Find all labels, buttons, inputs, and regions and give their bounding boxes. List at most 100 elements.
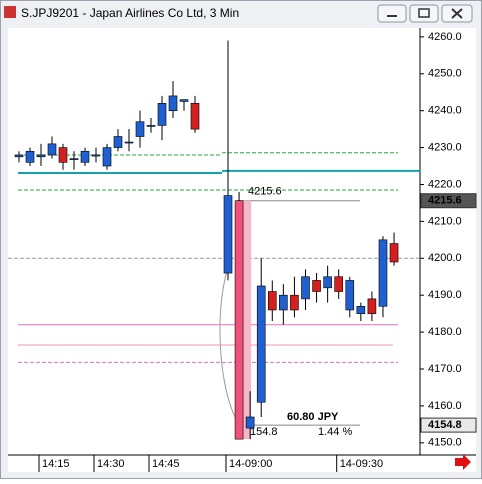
candle-body bbox=[279, 294, 288, 311]
candle bbox=[334, 269, 344, 299]
candle-body bbox=[135, 121, 145, 137]
candle bbox=[135, 110, 145, 148]
candle-body bbox=[290, 294, 299, 311]
scroll-arrow[interactable] bbox=[455, 454, 471, 470]
candle bbox=[14, 151, 24, 163]
candle bbox=[367, 291, 377, 322]
candle bbox=[179, 99, 189, 111]
candle bbox=[312, 273, 321, 303]
x-tick-label: 14:30 bbox=[97, 458, 125, 470]
restore-icon bbox=[418, 8, 430, 18]
candle bbox=[301, 269, 310, 310]
candle bbox=[267, 280, 277, 322]
candle-body bbox=[345, 280, 355, 311]
candle-body bbox=[356, 305, 366, 314]
window-title: S.JPJ9201 - Japan Airlines Co Ltd, 3 Min bbox=[21, 6, 239, 20]
candle-body bbox=[14, 154, 24, 158]
candle-body bbox=[146, 125, 156, 127]
y-axis-panel bbox=[420, 28, 476, 455]
candle bbox=[356, 302, 366, 322]
y-tick-label: 4240.0 bbox=[428, 105, 462, 117]
candle bbox=[69, 151, 79, 170]
restore-button[interactable] bbox=[409, 4, 439, 23]
plot-area bbox=[8, 28, 420, 455]
measure-arc bbox=[219, 257, 243, 429]
measure-annotation: 1.44 % bbox=[318, 426, 352, 438]
candle-body bbox=[179, 99, 189, 102]
x-tick-label: 14:45 bbox=[152, 458, 180, 470]
y-tick-label: 4260.0 bbox=[428, 31, 462, 43]
candle bbox=[80, 147, 90, 167]
candle bbox=[378, 236, 388, 318]
candle bbox=[91, 147, 101, 163]
candle-body bbox=[47, 143, 57, 156]
candle bbox=[168, 81, 178, 119]
candle bbox=[290, 276, 299, 318]
candle-body bbox=[80, 150, 90, 163]
candle-body bbox=[334, 276, 344, 292]
measure-annotation: 154.8 bbox=[250, 426, 278, 438]
y-tick-label: 4150.0 bbox=[428, 437, 462, 449]
candle-body bbox=[301, 276, 310, 300]
y-tick-label: 4210.0 bbox=[428, 215, 462, 227]
candle-body bbox=[102, 147, 112, 167]
candle bbox=[113, 129, 123, 152]
candle bbox=[245, 391, 255, 440]
candle bbox=[323, 265, 332, 303]
x-tick-label: 14:15 bbox=[42, 458, 70, 470]
candle-body bbox=[234, 200, 244, 440]
candle bbox=[389, 232, 399, 266]
candle bbox=[190, 95, 200, 133]
candle bbox=[36, 143, 46, 167]
candle-body bbox=[91, 154, 101, 157]
candle-body bbox=[267, 291, 277, 311]
candle-body bbox=[124, 141, 134, 144]
candle bbox=[223, 40, 233, 281]
candle-body bbox=[36, 154, 46, 158]
y-tick-label: 4220.0 bbox=[428, 178, 462, 190]
window-icon bbox=[4, 6, 16, 18]
candle-body bbox=[312, 280, 321, 292]
candle bbox=[279, 284, 288, 325]
candle bbox=[102, 143, 112, 170]
y-tick-label: 4250.0 bbox=[428, 68, 462, 80]
y-tick-label: 4170.0 bbox=[428, 363, 462, 375]
price-label: 4154.8 bbox=[428, 419, 462, 431]
candle-body bbox=[367, 298, 377, 314]
chart-layer: 4150.0 4160.0 4170.0 4180.0 4190.0 4200.0 4210… bbox=[8, 31, 477, 472]
minimize-button[interactable] bbox=[377, 4, 407, 23]
close-icon bbox=[451, 8, 463, 19]
candle-body bbox=[256, 285, 266, 403]
candle bbox=[146, 118, 156, 133]
candle bbox=[58, 143, 68, 170]
candle-body bbox=[58, 147, 68, 163]
candle bbox=[345, 276, 355, 318]
candle bbox=[124, 129, 134, 152]
candle-body bbox=[113, 136, 123, 148]
candle-body bbox=[378, 239, 388, 307]
candle-body bbox=[168, 95, 178, 111]
price-label-box bbox=[420, 417, 477, 433]
x-tick-label: 14-09:00 bbox=[229, 458, 272, 470]
candle bbox=[47, 136, 57, 159]
candle-body bbox=[245, 416, 255, 429]
candle-body bbox=[25, 150, 35, 163]
window-buttons[interactable] bbox=[377, 4, 473, 23]
candle-body bbox=[157, 102, 167, 126]
candle-body bbox=[190, 102, 200, 130]
price-label-box bbox=[420, 193, 477, 209]
candle bbox=[234, 191, 252, 440]
candle bbox=[25, 147, 35, 167]
candle-body bbox=[223, 195, 233, 274]
price-label: 4215.6 bbox=[428, 195, 462, 207]
y-tick-label: 4200.0 bbox=[428, 252, 462, 264]
candle-body bbox=[323, 276, 332, 289]
x-axis-panel bbox=[8, 455, 476, 472]
candle bbox=[157, 95, 167, 141]
y-tick-label: 4180.0 bbox=[428, 326, 462, 338]
candle bbox=[256, 258, 266, 417]
candle-body bbox=[69, 158, 79, 160]
y-tick-label: 4190.0 bbox=[428, 289, 462, 301]
y-tick-label: 4160.0 bbox=[428, 400, 462, 412]
